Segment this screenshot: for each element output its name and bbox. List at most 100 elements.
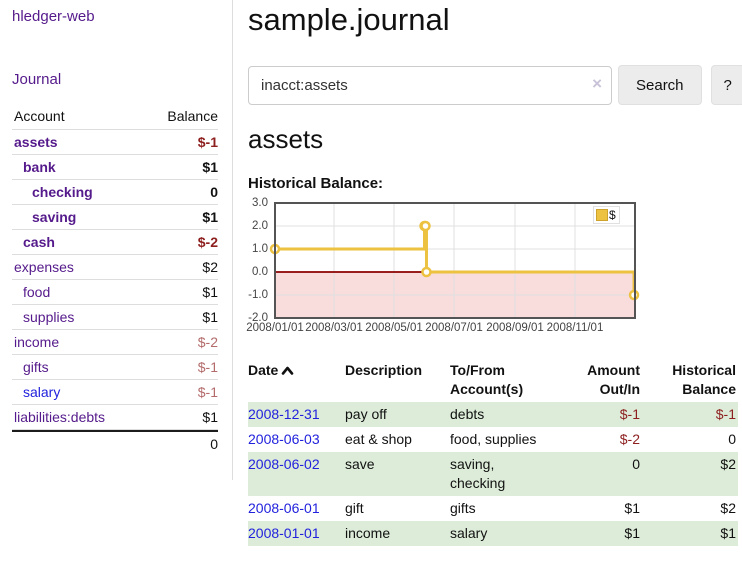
search-button[interactable]: Search (618, 65, 702, 105)
account-balance: 0 (143, 179, 218, 204)
y-axis-tick-label: 1.0 (252, 243, 268, 255)
account-link[interactable]: expenses (14, 259, 74, 275)
account-row: assets $-1 (12, 129, 218, 154)
transaction-date-link[interactable]: 2008-06-03 (248, 431, 320, 447)
transaction-amount: 0 (632, 456, 640, 472)
register-col-amount: Amount Out/In (587, 362, 640, 397)
register-col-date[interactable]: Date (248, 359, 345, 402)
y-axis-tick-label: -2.0 (248, 312, 268, 324)
transaction-row[interactable]: 2008-06-01 gift gifts $1 $2 (248, 496, 738, 521)
transaction-amount: $-1 (619, 406, 640, 422)
account-link[interactable]: gifts (23, 359, 49, 375)
account-row: saving $1 (12, 204, 218, 229)
transaction-date-link[interactable]: 2008-06-02 (248, 456, 320, 472)
account-link[interactable]: bank (23, 159, 56, 175)
search-input[interactable] (248, 65, 612, 105)
chart-legend: $ (593, 206, 620, 224)
account-balance: $1 (143, 279, 218, 304)
transaction-date-link[interactable]: 2008-06-01 (248, 500, 320, 516)
transaction-date-cell: 2008-06-02 (248, 452, 345, 496)
account-link[interactable]: food (23, 284, 51, 300)
account-link[interactable]: income (14, 334, 60, 350)
transaction-description: income (345, 525, 391, 541)
register-table: Date Description To/From Account(s) Amou… (248, 359, 738, 546)
transaction-description: gift (345, 500, 364, 516)
account-link[interactable]: saving (32, 209, 77, 225)
account-row: food $1 (12, 279, 218, 304)
account-link[interactable]: supplies (23, 309, 75, 325)
account-balance: $-1 (143, 129, 218, 154)
x-axis-tick-label: 2008/09/01 (486, 322, 544, 334)
transaction-accounts: gifts (450, 500, 476, 516)
sidebar: hledger-web Journal Account Balance asse… (0, 0, 233, 480)
transaction-description: pay off (345, 406, 387, 422)
transaction-date-cell: 2008-12-31 (248, 402, 345, 427)
y-axis-tick-label: 2.0 (252, 220, 268, 232)
transaction-amount: $-2 (619, 431, 640, 447)
account-row: income $-2 (12, 329, 218, 354)
legend-swatch-icon (596, 209, 608, 221)
page-title: sample.journal (248, 2, 450, 37)
transaction-description: save (345, 456, 375, 472)
chart-canvas (269, 202, 640, 319)
transaction-accounts: salary (450, 525, 488, 541)
y-axis-tick-label: 0.0 (252, 266, 268, 278)
account-row: supplies $1 (12, 304, 218, 329)
account-link[interactable]: checking (32, 184, 93, 200)
app-title-link[interactable]: hledger-web (12, 8, 95, 25)
register-col-balance: Historical Balance (672, 362, 736, 397)
account-balance: $1 (143, 404, 218, 430)
account-link[interactable]: cash (23, 234, 55, 250)
account-row: expenses $2 (12, 254, 218, 279)
sidebar-item-journal[interactable]: Journal (12, 71, 62, 88)
account-balance: $1 (143, 204, 218, 229)
chart-title: Historical Balance: (248, 175, 384, 192)
transaction-balance: $1 (720, 525, 736, 541)
register-header-row: Date Description To/From Account(s) Amou… (248, 359, 738, 402)
transaction-balance: 0 (728, 431, 736, 447)
legend-label: $ (609, 208, 616, 222)
transaction-row[interactable]: 2008-01-01 income salary $1 $1 (248, 521, 738, 546)
search-form: × Search ? (248, 65, 742, 105)
accounts-col-account: Account (14, 108, 65, 124)
main-content: sample.journal × Search ? assets Histori… (233, 0, 742, 546)
transaction-date-link[interactable]: 2008-12-31 (248, 406, 320, 422)
account-row: cash $-2 (12, 229, 218, 254)
transaction-row[interactable]: 2008-12-31 pay off debts $-1 $-1 (248, 402, 738, 427)
account-row: liabilities:debts $1 (12, 404, 218, 430)
clear-search-icon[interactable]: × (592, 73, 602, 93)
transaction-date-cell: 2008-01-01 (248, 521, 345, 546)
x-axis-tick-label: 2008/11/01 (546, 322, 604, 334)
transaction-description: eat & shop (345, 431, 412, 447)
balance-chart: 3.0 2.0 1.0 0.0 -1.0 -2.0 2008/01/01 2008/03/01… (246, 197, 742, 340)
search-input-wrap: × (248, 65, 612, 105)
transaction-date-cell: 2008-06-01 (248, 496, 345, 521)
transaction-row[interactable]: 2008-06-02 save saving, checking 0 $2 (248, 452, 738, 496)
y-axis-tick-label: 3.0 (252, 197, 268, 209)
transaction-date-link[interactable]: 2008-01-01 (248, 525, 320, 541)
account-balance: $-1 (143, 354, 218, 379)
account-balance: $-2 (143, 229, 218, 254)
account-balance: $1 (143, 154, 218, 179)
help-button[interactable]: ? (710, 65, 742, 105)
account-link[interactable]: assets (14, 134, 58, 150)
account-link[interactable]: liabilities:debts (14, 409, 106, 425)
register-col-description: Description (345, 362, 423, 378)
account-balance: $-1 (143, 379, 218, 404)
accounts-total-row: 0 (12, 430, 218, 456)
account-balance: $1 (143, 304, 218, 329)
transaction-accounts: saving, checking (450, 456, 506, 491)
account-balance: $2 (143, 254, 218, 279)
accounts-total-value: 0 (143, 430, 218, 456)
transaction-row[interactable]: 2008-06-03 eat & shop food, supplies $-2 0 (248, 427, 738, 452)
account-link[interactable]: salary (23, 384, 61, 400)
transaction-amount: $1 (624, 525, 640, 541)
transaction-balance: $2 (720, 500, 736, 516)
transaction-balance: $-1 (715, 406, 736, 422)
register-col-accounts: To/From Account(s) (450, 362, 524, 397)
x-axis-tick-label: 2008/05/01 (365, 322, 423, 334)
account-row: salary $-1 (12, 379, 218, 404)
account-row: gifts $-1 (12, 354, 218, 379)
accounts-total-spacer (12, 430, 144, 456)
transaction-balance: $2 (720, 456, 736, 472)
